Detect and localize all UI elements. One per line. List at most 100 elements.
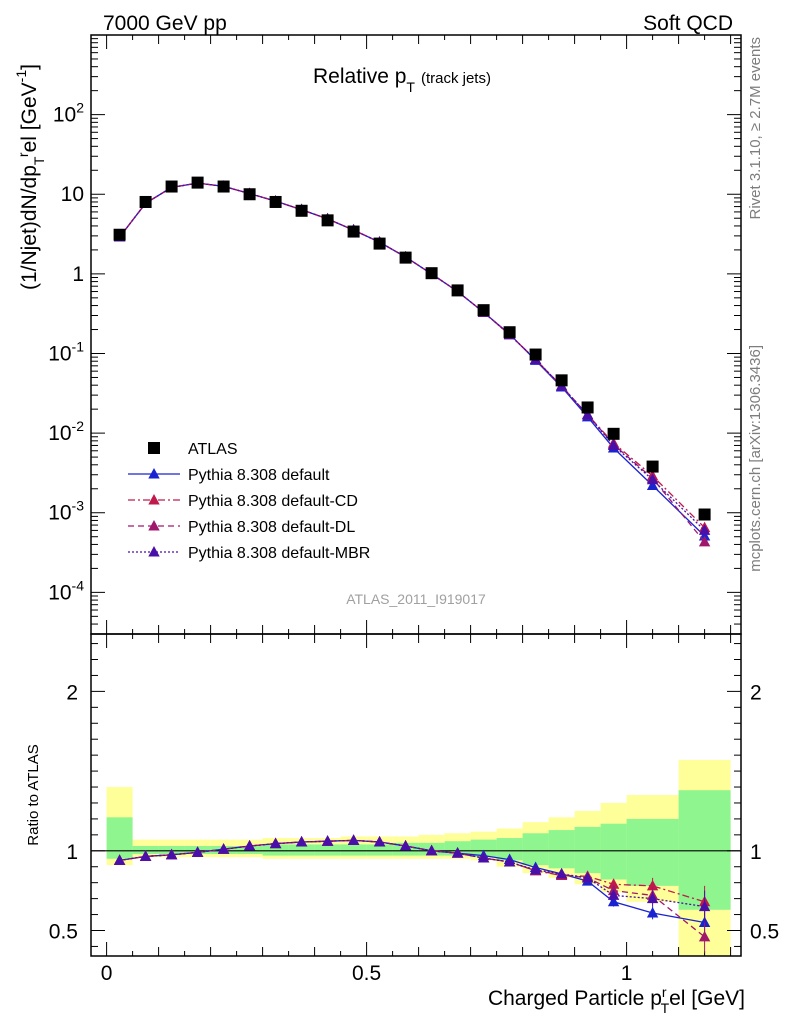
ratio-series-marker xyxy=(243,840,256,851)
main-series-marker xyxy=(698,524,711,535)
ratio-series-marker xyxy=(607,878,620,889)
atlas-data-point xyxy=(113,228,126,241)
ratio-series-marker xyxy=(425,844,438,856)
main-series-marker xyxy=(607,439,620,450)
ratio-y-tick-label: 0.5 xyxy=(49,920,78,943)
legend-marker xyxy=(148,468,160,479)
ratio-series-marker xyxy=(217,843,230,854)
ratio-series-marker xyxy=(113,854,126,865)
legend-marker xyxy=(148,520,160,531)
main-panel-title: Relative pT (track jets) xyxy=(313,65,491,95)
y-tick-label: 10-2 xyxy=(48,418,84,445)
atlas-data-point xyxy=(581,401,594,414)
atlas-data-point xyxy=(503,326,516,339)
atlas-data-point xyxy=(529,348,542,361)
atlas-data-point xyxy=(269,195,282,208)
ratio-series-marker xyxy=(529,863,542,875)
atlas-data-point xyxy=(373,237,386,250)
atlas-data-point xyxy=(165,180,178,193)
ratio-series-marker xyxy=(503,855,516,867)
atlas-data-point xyxy=(243,188,256,201)
green-band-bin xyxy=(106,817,133,859)
ratio-panel-series xyxy=(113,834,711,953)
green-band-bin xyxy=(626,818,679,886)
y-tick-label: 10-4 xyxy=(48,577,84,604)
green-band-bin xyxy=(340,844,367,856)
legend-label: Pythia 8.308 default-DL xyxy=(188,519,355,536)
green-band-bin xyxy=(288,844,315,856)
ratio-series-marker xyxy=(373,836,386,847)
ratio-series-marker xyxy=(269,837,282,849)
atlas-data-point xyxy=(399,251,412,264)
y-tick-label: 1 xyxy=(72,263,84,286)
y-tick-label: 10-3 xyxy=(48,498,84,525)
x-tick-label: 0.5 xyxy=(352,962,381,985)
ratio-series-marker xyxy=(139,850,152,861)
ratio-series-marker xyxy=(698,930,711,942)
y-tick-label: 10-1 xyxy=(48,338,84,365)
main-panel-series xyxy=(113,176,711,547)
legend-label: Pythia 8.308 default-MBR xyxy=(188,545,370,562)
axes: 0 0.5 1 10-4 10-3 10-2 10-1 1 10 102 0.5 0.5 1 1 2 2 xyxy=(48,34,779,985)
svg-text:Relative pT(track jets): Relative pT (track jets) xyxy=(313,65,491,95)
atlas-data-point xyxy=(425,267,438,280)
green-band-bin xyxy=(574,826,601,874)
ratio-series-marker xyxy=(451,847,464,858)
analysis-id-label: ATLAS_2011_I919017 xyxy=(346,591,486,607)
main-series-marker xyxy=(646,479,659,490)
ratio-y-axis-label: Ratio to ATLAS xyxy=(25,744,42,845)
ratio-uncertainty-bands xyxy=(106,759,731,956)
legend: ATLAS Pythia 8.308 default Pythia 8.308 de… xyxy=(128,441,370,562)
atlas-data-point xyxy=(451,284,464,297)
ratio-series-marker xyxy=(399,840,412,851)
main-y-axis-label: (1/Njet)dN/dpTrel [GeV-1] xyxy=(13,64,47,290)
atlas-data-point xyxy=(321,214,334,227)
atlas-data-point xyxy=(347,225,360,238)
ratio-series-marker xyxy=(646,892,659,904)
atlas-data-point xyxy=(607,427,620,440)
main-series-line xyxy=(119,182,706,531)
ratio-series-marker xyxy=(581,871,594,883)
ratio-series-marker xyxy=(477,851,490,863)
ratio-y-tick-label: 1 xyxy=(66,841,78,864)
ratio-series-marker xyxy=(295,836,308,847)
category-label: Soft QCD xyxy=(643,12,733,35)
legend-marker xyxy=(148,546,160,557)
atlas-data-point xyxy=(477,304,490,317)
main-series-line xyxy=(119,182,706,543)
ratio-series-marker xyxy=(165,848,178,860)
ratio-series-line xyxy=(119,839,706,938)
legend-label: ATLAS xyxy=(188,441,238,458)
ratio-series-marker xyxy=(646,906,659,918)
atlas-data-point xyxy=(698,508,711,521)
ratio-series-marker xyxy=(607,889,620,900)
green-band-bin xyxy=(132,846,159,854)
atlas-data-point xyxy=(139,195,152,208)
ratio-series-marker xyxy=(607,895,620,907)
svg-text:(1/Njet)dN/dpTrel [GeV-1]: (1/Njet)dN/dpTrel [GeV-1] xyxy=(13,64,47,290)
x-tick-label: 0 xyxy=(101,962,113,985)
green-band-bin xyxy=(470,839,497,858)
ratio-y-tick-label-right: 0.5 xyxy=(750,920,779,943)
atlas-data-point xyxy=(555,374,568,387)
legend-label: Pythia 8.308 default xyxy=(188,467,330,484)
legend-label: Pythia 8.308 default-CD xyxy=(188,493,358,510)
main-series-marker xyxy=(698,535,711,547)
y-tick-label: 10 xyxy=(61,183,84,206)
green-band-bin xyxy=(600,823,627,880)
ratio-series-marker xyxy=(347,834,360,845)
ratio-series-marker xyxy=(698,900,711,912)
atlas-data-point xyxy=(191,176,204,189)
green-band-bin xyxy=(366,844,393,856)
legend-marker xyxy=(148,494,160,505)
ratio-y-tick-label-right: 1 xyxy=(750,841,762,864)
atlas-data-point xyxy=(646,460,659,473)
legend-marker-atlas xyxy=(148,442,160,454)
x-axis-label: Charged Particle pr Tel [GeV] xyxy=(488,984,745,1016)
ratio-series-marker xyxy=(191,846,204,857)
ratio-series-marker xyxy=(646,879,659,891)
ratio-y-tick-label: 2 xyxy=(66,681,78,704)
y-tick-label: 102 xyxy=(53,100,84,127)
